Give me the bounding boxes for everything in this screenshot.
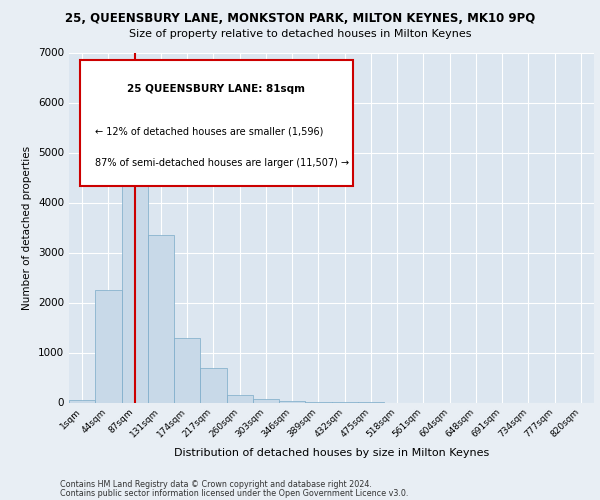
Bar bbox=[148, 235, 174, 402]
Text: Contains HM Land Registry data © Crown copyright and database right 2024.: Contains HM Land Registry data © Crown c… bbox=[60, 480, 372, 489]
Bar bbox=[253, 399, 279, 402]
Text: 25 QUEENSBURY LANE: 81sqm: 25 QUEENSBURY LANE: 81sqm bbox=[127, 84, 305, 94]
Bar bbox=[121, 138, 148, 402]
Bar bbox=[279, 401, 305, 402]
Bar bbox=[95, 290, 121, 403]
X-axis label: Distribution of detached houses by size in Milton Keynes: Distribution of detached houses by size … bbox=[174, 448, 489, 458]
Text: 87% of semi-detached houses are larger (11,507) →: 87% of semi-detached houses are larger (… bbox=[95, 158, 349, 168]
Bar bbox=[200, 368, 227, 402]
Text: Contains public sector information licensed under the Open Government Licence v3: Contains public sector information licen… bbox=[60, 488, 409, 498]
Text: ← 12% of detached houses are smaller (1,596): ← 12% of detached houses are smaller (1,… bbox=[95, 126, 323, 136]
Bar bbox=[174, 338, 200, 402]
Bar bbox=[69, 400, 95, 402]
Y-axis label: Number of detached properties: Number of detached properties bbox=[22, 146, 32, 310]
FancyBboxPatch shape bbox=[79, 60, 353, 186]
Bar bbox=[227, 395, 253, 402]
Text: Size of property relative to detached houses in Milton Keynes: Size of property relative to detached ho… bbox=[129, 29, 471, 39]
Text: 25, QUEENSBURY LANE, MONKSTON PARK, MILTON KEYNES, MK10 9PQ: 25, QUEENSBURY LANE, MONKSTON PARK, MILT… bbox=[65, 12, 535, 26]
